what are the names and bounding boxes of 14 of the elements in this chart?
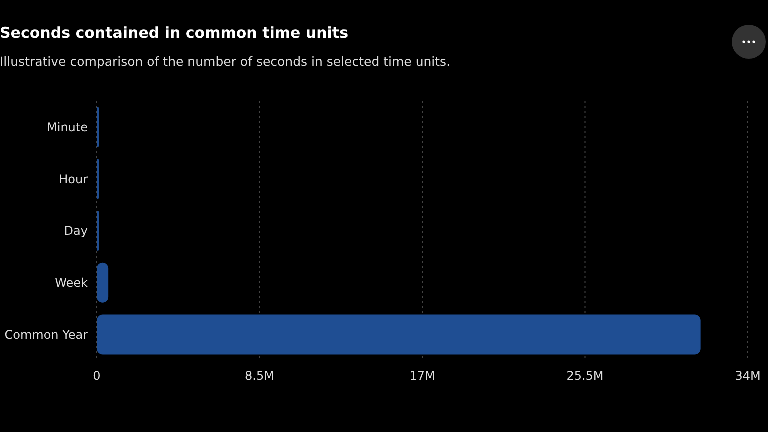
y-tick-label: Common Year [4, 328, 88, 342]
x-tick-label: 25.5M [566, 369, 604, 383]
bar [97, 262, 109, 303]
y-tick-label: Week [55, 276, 88, 290]
y-tick-label: Minute [47, 120, 88, 134]
x-tick-label: 0 [93, 369, 101, 383]
x-tick-label: 17M [410, 369, 436, 383]
x-tick-label: 8.5M [245, 369, 274, 383]
x-tick-label: 34M [735, 369, 761, 383]
y-tick-label: Hour [59, 172, 88, 186]
chart-subtitle: Illustrative comparison of the number of seconds in selected time units. [0, 54, 451, 69]
chart-title: Seconds contained in common time units [0, 24, 349, 42]
y-tick-label: Day [64, 224, 88, 238]
bar [97, 314, 701, 355]
